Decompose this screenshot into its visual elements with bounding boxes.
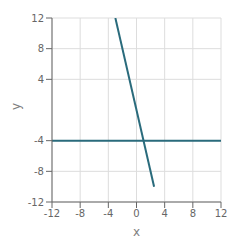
svg-text:-4: -4: [34, 135, 44, 146]
svg-text:8: 8: [190, 208, 196, 219]
svg-text:-12: -12: [28, 197, 44, 208]
svg-text:4: 4: [161, 208, 167, 219]
svg-text:4: 4: [38, 74, 44, 85]
svg-text:-8: -8: [75, 208, 85, 219]
svg-text:0: 0: [133, 208, 139, 219]
svg-text:12: 12: [215, 208, 228, 219]
svg-text:y: y: [9, 103, 23, 110]
svg-text:x: x: [133, 225, 140, 239]
svg-text:-8: -8: [34, 166, 44, 177]
svg-text:-12: -12: [44, 208, 60, 219]
svg-text:8: 8: [38, 43, 44, 54]
svg-text:-4: -4: [103, 208, 113, 219]
svg-text:12: 12: [31, 13, 44, 24]
